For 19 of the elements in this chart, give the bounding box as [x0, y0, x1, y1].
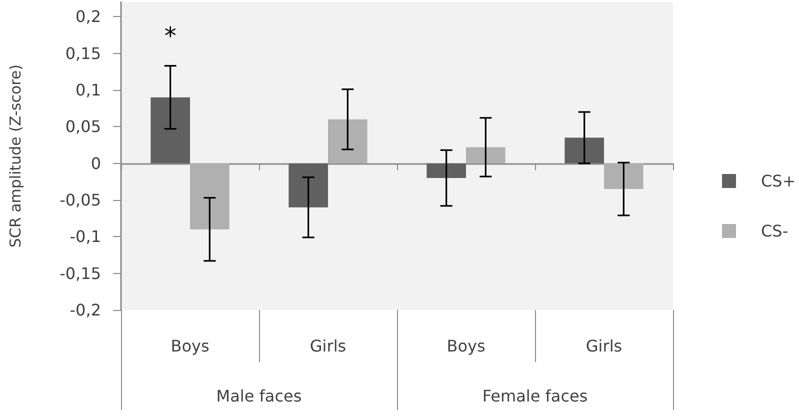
y-tick-label: 0,15 — [65, 44, 101, 63]
y-tick-label: -0,05 — [60, 190, 101, 210]
y-tick-label: 0,1 — [76, 80, 101, 100]
y-tick-label: -0,15 — [60, 264, 101, 283]
x-tick-label: Boys — [446, 336, 486, 356]
text: Male faces — [216, 386, 302, 406]
y-tick-label: -0,1 — [70, 227, 101, 246]
x-tick-label: Girls — [586, 336, 622, 356]
y-tick-label: 0,2 — [76, 7, 101, 26]
x-tick-label: Boys — [170, 336, 210, 356]
y-tick-label: 0 — [90, 154, 101, 173]
legend-label: CS- — [761, 222, 788, 240]
y-tick-label: 0,05 — [65, 117, 101, 136]
text: Female faces — [482, 386, 588, 406]
y-axis-title: SCR amplitude (Z-score) — [6, 64, 24, 248]
legend-label: CS+ — [761, 172, 796, 190]
x-tick-label: Girls — [310, 336, 346, 356]
y-tick-label: -0,2 — [70, 300, 101, 320]
annotation: * — [164, 22, 176, 50]
